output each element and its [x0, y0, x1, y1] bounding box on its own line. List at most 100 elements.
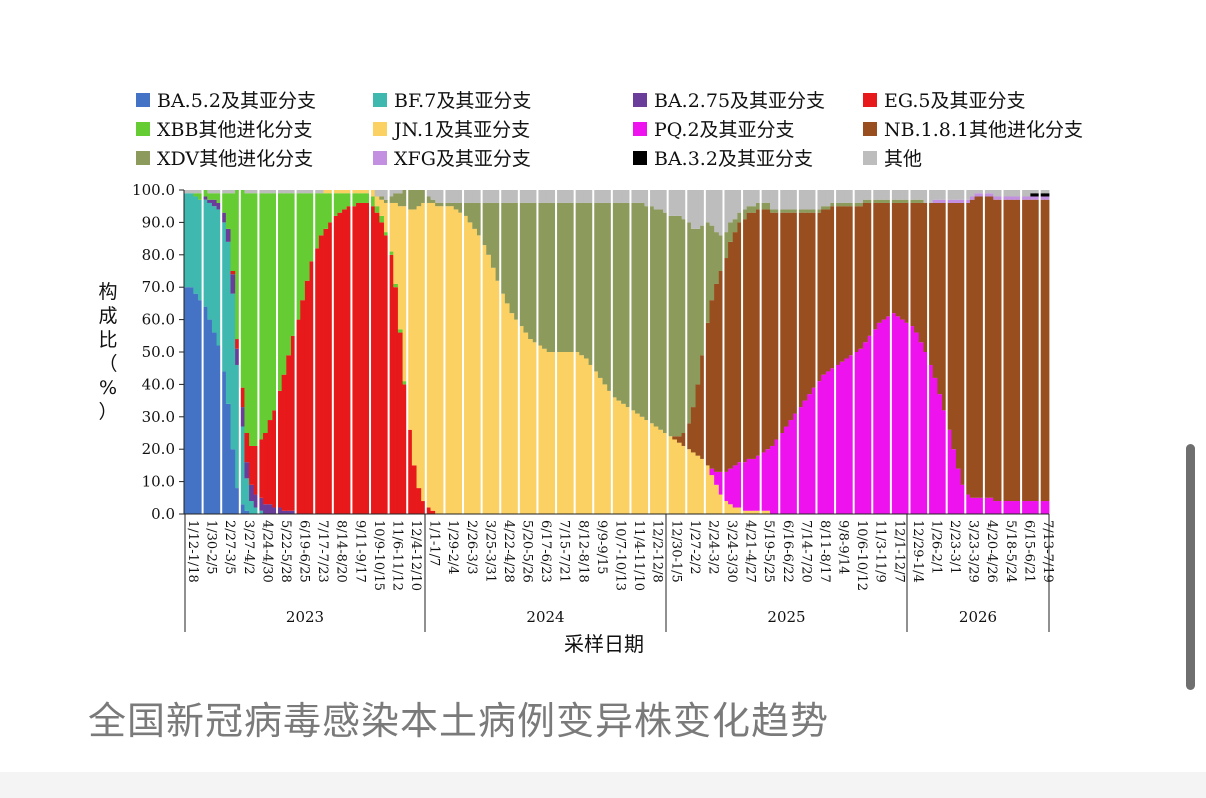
bar-segment-other [463, 190, 469, 203]
bar-segment-BF.7 [225, 241, 231, 404]
bar-segment-other [509, 190, 515, 203]
bar-segment-NB.1.8.1 [751, 212, 757, 459]
y-tick-label: 90.0 [142, 213, 175, 231]
x-tick-label: 11/4-11/10 [631, 520, 646, 591]
bar-segment-JN.1 [439, 206, 445, 514]
x-tick-label: 12/2-12/8 [650, 520, 665, 583]
bar-segment-XDV [611, 202, 617, 398]
bar-segment-other [630, 190, 636, 203]
bar-segment-BA.5.2 [184, 287, 190, 514]
x-tick-label: 9/8-9/14 [836, 520, 851, 575]
bar-segment-JN.1 [453, 209, 459, 514]
bar-segment-other [704, 190, 710, 223]
bar-segment-other [500, 190, 506, 203]
bar-segment-XDV [718, 235, 724, 271]
vertical-scrollbar[interactable] [1186, 444, 1195, 690]
y-tick-label: 100.0 [132, 181, 175, 199]
bar-segment-BA.3.2 [1044, 193, 1050, 197]
bar-segment-PQ.2 [862, 342, 869, 514]
bar-segment-EG.5 [360, 202, 366, 514]
x-tick-label: 1/30-2/5 [204, 520, 219, 575]
bar-segment-other [528, 190, 534, 203]
bar-segment-NB.1.8.1 [718, 271, 724, 472]
bar-segment-EG.5 [379, 222, 385, 514]
legend-item-BA.3.2: BA.3.2及其亚分支 [633, 144, 813, 171]
bar-segment-NB.1.8.1 [769, 212, 776, 446]
bar-segment-XDV [802, 209, 808, 213]
bar-segment-XDV [574, 202, 580, 352]
bar-segment-XDV [714, 232, 720, 284]
bar-segment-NB.1.8.1 [802, 212, 808, 401]
bar-segment-JN.1 [504, 303, 510, 514]
bar-segment-PQ.2 [881, 319, 887, 514]
bar-segment-NB.1.8.1 [1030, 199, 1036, 502]
bar-segment-other [914, 190, 920, 200]
bar-segment-XBB [314, 193, 320, 249]
bar-segment-other [472, 190, 478, 203]
bar-segment-other [1025, 190, 1031, 197]
bar-segment-XDV [504, 202, 510, 304]
bar-segment-JN.1 [444, 206, 450, 514]
bar-segment-other [951, 190, 957, 200]
bar-segment-other [537, 190, 543, 203]
bar-segment-other [849, 190, 855, 203]
bar-segment-other [639, 190, 645, 203]
bar-segment-XBB [235, 190, 241, 340]
bar-segment-EG.5 [402, 384, 408, 514]
bar-segment-NB.1.8.1 [797, 212, 803, 408]
bar-segment-PQ.2 [932, 377, 938, 514]
bar-segment-JN.1 [635, 413, 641, 514]
bar-segment-NB.1.8.1 [760, 209, 766, 453]
bar-segment-other [974, 190, 980, 194]
bar-segment-EG.5 [416, 488, 422, 514]
bar-segment-XFG [979, 193, 985, 197]
bar-segment-PQ.2 [774, 439, 780, 514]
bar-segment-XDV [388, 196, 394, 203]
bar-segment-NB.1.8.1 [1002, 199, 1008, 502]
bar-segment-other [839, 190, 845, 203]
bar-segment-JN.1 [653, 426, 659, 514]
bar-segment-PQ.2 [1011, 501, 1017, 514]
legend-swatch [136, 150, 150, 165]
bar-segment-BA.5.2 [197, 300, 203, 514]
bar-segment-NB.1.8.1 [895, 202, 901, 317]
bar-segment-XBB [230, 193, 236, 271]
bar-segment-PQ.2 [979, 497, 985, 514]
bar-segment-NB.1.8.1 [997, 199, 1003, 502]
bar-segment-JN.1 [551, 352, 557, 514]
bar-segment-PQ.2 [895, 316, 901, 514]
bar-segment-BA.5.2 [211, 332, 217, 514]
bar-segment-other [928, 190, 934, 203]
bar-segment-NB.1.8.1 [779, 212, 785, 433]
bar-segment-XDV [565, 202, 571, 352]
bar-segment-NB.1.8.1 [942, 202, 948, 411]
bar-segment-XBB [221, 193, 227, 213]
bar-segment-EG.5 [370, 206, 376, 514]
bar-segment-JN.1 [728, 504, 734, 514]
bar-segment-XDV [709, 225, 715, 301]
bar-segment-XBB [304, 193, 310, 281]
bar-segment-PQ.2 [1044, 501, 1050, 514]
bar-segment-EG.5 [323, 228, 329, 514]
bar-segment-other [718, 190, 724, 236]
bar-segment-other [686, 190, 692, 223]
bar-segment-other [756, 190, 762, 203]
bar-segment-EG.5 [281, 374, 287, 511]
bar-segment-JN.1 [565, 352, 571, 514]
bar-segment-XDV [481, 202, 487, 246]
bar-segment-XDV [658, 209, 664, 430]
bar-segment-EG.5 [300, 300, 306, 514]
bar-segment-XDV [421, 190, 427, 203]
bar-segment-PQ.2 [969, 497, 975, 514]
x-tick-label: 1/1-1/7 [427, 520, 442, 566]
bar-segment-other [616, 190, 622, 203]
bar-segment-BA.3.2 [1039, 193, 1045, 197]
bar-segment-XDV [686, 222, 692, 424]
legend-label: EG.5及其亚分支 [884, 90, 1026, 112]
bar-segment-JN.1 [597, 377, 603, 514]
bar-segment-other [504, 190, 510, 203]
bar-segment-JN.1 [542, 348, 548, 514]
bar-segment-XDV [602, 202, 608, 385]
legend-swatch [633, 92, 647, 107]
bar-segment-JN.1 [402, 206, 408, 382]
